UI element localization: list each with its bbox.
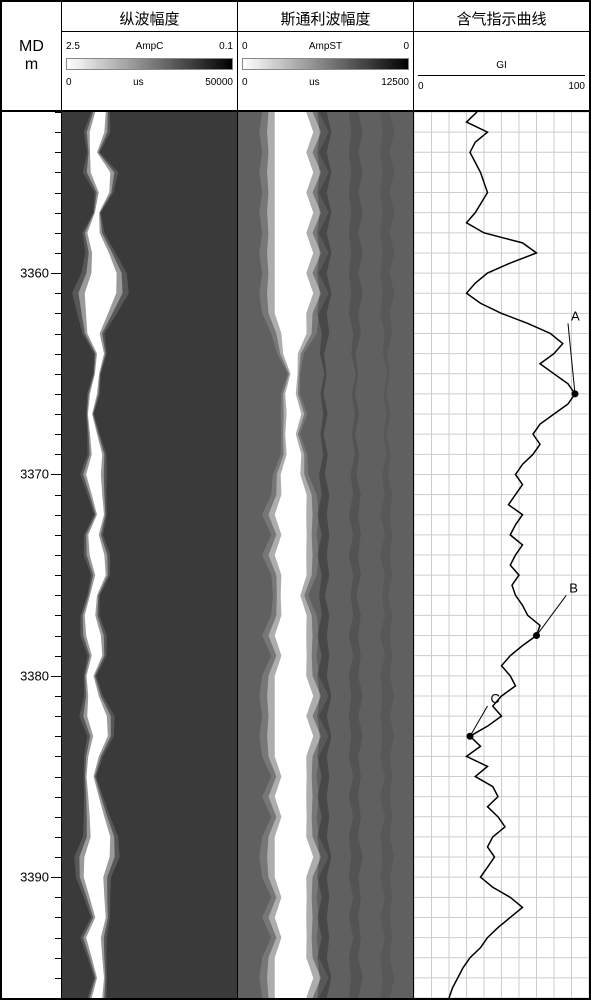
header-row: MD m 纵波幅度 2.5 AmpC 0.1 0 us 50000 斯通利波幅度 (2, 2, 589, 112)
ampst-scale-right: 0 (403, 41, 409, 52)
ampc-scale-right: 0.1 (219, 41, 233, 52)
data-track-ampc (62, 112, 238, 998)
ampc-xunit: us (133, 77, 144, 88)
gi-scale-label: GI (496, 60, 507, 71)
well-log-chart: MD m 纵波幅度 2.5 AmpC 0.1 0 us 50000 斯通利波幅度 (0, 0, 591, 1000)
ampc-xmin: 0 (66, 77, 72, 88)
depth-tick-label: 3370 (20, 467, 49, 482)
track-scale-ampst: 0 AmpST 0 0 us 12500 (238, 32, 413, 110)
depth-tick-label: 3390 (20, 870, 49, 885)
depth-tick-label: 3360 (20, 266, 49, 281)
depth-header: MD m (2, 2, 62, 110)
gi-xmax: 100 (568, 81, 585, 92)
gi-marker-c: C (491, 691, 500, 706)
ampst-gradient-bar (242, 58, 409, 70)
gi-marker-b: B (569, 580, 578, 595)
track-scale-ampc: 2.5 AmpC 0.1 0 us 50000 (62, 32, 237, 110)
data-track-gi: A B C (414, 112, 589, 998)
ampc-gradient-bar (66, 58, 233, 70)
body-row: 3360 3370 3380 3390 A B C (2, 112, 589, 998)
data-track-ampst (238, 112, 414, 998)
ampst-scale-label: AmpST (309, 41, 342, 52)
track-scale-gi: GI 0 100 (414, 32, 589, 110)
ampst-scale-left: 0 (242, 41, 248, 52)
ampst-xmin: 0 (242, 77, 248, 88)
track-header-ampst: 斯通利波幅度 0 AmpST 0 0 us 12500 (238, 2, 414, 110)
track-title-ampc: 纵波幅度 (62, 2, 237, 32)
ampst-xmax: 12500 (381, 77, 409, 88)
track-title-gi: 含气指示曲线 (414, 2, 589, 32)
track-header-gi: 含气指示曲线 GI 0 100 (414, 2, 589, 110)
ampc-xmax: 50000 (205, 77, 233, 88)
ampc-scale-label: AmpC (136, 41, 164, 52)
depth-tick-label: 3380 (20, 668, 49, 683)
ampc-scale-left: 2.5 (66, 41, 80, 52)
gi-marker-a: A (571, 308, 580, 323)
ampst-xunit: us (309, 77, 320, 88)
track-title-ampst: 斯通利波幅度 (238, 2, 413, 32)
depth-track: 3360 3370 3380 3390 (2, 112, 62, 998)
gi-xmin: 0 (418, 81, 424, 92)
depth-label-unit: m (25, 56, 38, 74)
depth-label-md: MD (19, 38, 44, 56)
track-header-ampc: 纵波幅度 2.5 AmpC 0.1 0 us 50000 (62, 2, 238, 110)
